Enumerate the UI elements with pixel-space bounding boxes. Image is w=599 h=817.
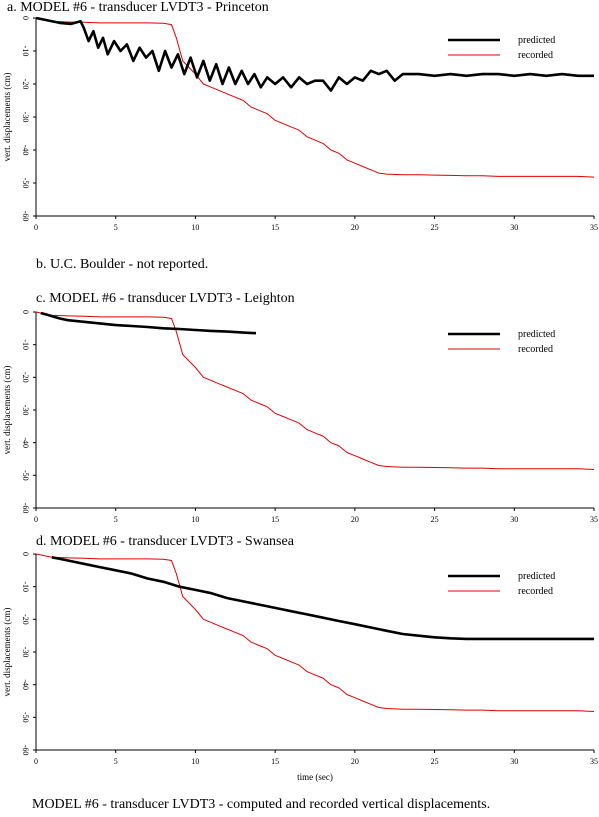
x-tick-label: 25: [431, 757, 439, 766]
series-line-predicted: [40, 311, 257, 335]
series-line-recorded: [35, 553, 595, 712]
y-tick-label: -30: [21, 647, 30, 658]
x-tick-label: 30: [510, 515, 518, 524]
x-tick-label: 10: [191, 757, 199, 766]
x-tick-label: 0: [34, 515, 38, 524]
boulder-note: b. U.C. Boulder - not reported.: [36, 257, 209, 272]
y-tick-label: -20: [21, 79, 30, 90]
y-tick-label: -10: [21, 46, 30, 57]
x-tick-label: 20: [351, 223, 359, 232]
series-line-predicted: [51, 556, 594, 641]
legend-label-recorded: recorded: [518, 586, 553, 597]
y-tick-label: -40: [21, 145, 30, 156]
y-tick-label: -60: [21, 745, 30, 756]
x-tick-label: 10: [191, 223, 199, 232]
x-tick-label: 5: [114, 757, 118, 766]
x-tick-label: 20: [351, 757, 359, 766]
x-tick-label: 35: [590, 515, 598, 524]
x-tick-label: 35: [590, 223, 598, 232]
legend-label-predicted: predicted: [518, 571, 555, 582]
y-tick-label: 0: [21, 552, 30, 556]
x-tick-label: 5: [114, 515, 118, 524]
x-tick-label: 30: [510, 757, 518, 766]
y-tick-label: -20: [21, 372, 30, 383]
y-tick-label: -10: [21, 339, 30, 350]
x-tick-label: 35: [590, 757, 598, 766]
y-tick-label: -10: [21, 581, 30, 592]
chart-c-title: c. MODEL #6 - transducer LVDT3 - Leighto…: [36, 291, 295, 306]
y-tick-label: -40: [21, 437, 30, 448]
x-tick-label: 15: [271, 515, 279, 524]
x-tick-label: 25: [431, 223, 439, 232]
y-tick-label: -50: [21, 470, 30, 481]
chart-a-title: a. MODEL #6 - transducer LVDT3 - Princet…: [7, 0, 269, 15]
legend-label-recorded: recorded: [518, 344, 553, 355]
y-tick-label: -40: [21, 679, 30, 690]
figure-caption: MODEL #6 - transducer LVDT3 - computed a…: [32, 797, 491, 812]
x-tick-label: 25: [431, 515, 439, 524]
y-tick-label: -30: [21, 405, 30, 416]
legend-label-recorded: recorded: [518, 50, 553, 61]
y-tick-label: -50: [21, 712, 30, 723]
y-axis-label: vert. displacements (cm): [2, 366, 12, 455]
y-tick-label: -60: [21, 503, 30, 514]
x-tick-label: 30: [510, 223, 518, 232]
chart-d-title: d. MODEL #6 - transducer LVDT3 - Swansea: [36, 534, 294, 549]
x-tick-label: 15: [271, 757, 279, 766]
y-axis-label: vert. displacements (cm): [2, 73, 12, 162]
y-tick-label: 0: [21, 310, 30, 314]
series-line-recorded: [35, 17, 595, 178]
y-tick-label: -20: [21, 614, 30, 625]
x-axis-label: time (sec): [297, 772, 333, 782]
y-axis-label: vert. displacements (cm): [2, 608, 12, 697]
y-tick-label: -50: [21, 178, 30, 189]
y-tick-label: -30: [21, 112, 30, 123]
y-tick-label: -60: [21, 211, 30, 222]
x-tick-label: 10: [191, 515, 199, 524]
x-tick-label: 0: [34, 757, 38, 766]
x-tick-label: 0: [34, 223, 38, 232]
legend-label-predicted: predicted: [518, 35, 555, 46]
y-tick-label: 0: [21, 16, 30, 20]
legend-label-predicted: predicted: [518, 329, 555, 340]
x-tick-label: 20: [351, 515, 359, 524]
x-tick-label: 15: [271, 223, 279, 232]
x-tick-label: 5: [114, 223, 118, 232]
series-line-recorded: [35, 311, 595, 470]
series-line-predicted: [35, 16, 594, 92]
